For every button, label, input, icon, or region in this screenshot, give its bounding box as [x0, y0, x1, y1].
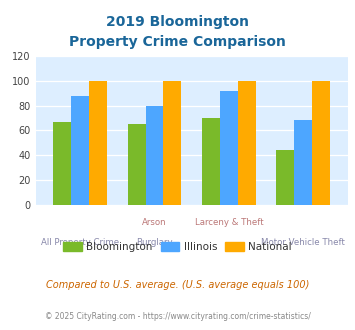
Text: Larceny & Theft: Larceny & Theft — [195, 218, 263, 227]
Text: Burglary: Burglary — [136, 238, 173, 247]
Bar — [220, 91, 238, 205]
Bar — [71, 96, 89, 205]
Text: All Property Crime: All Property Crime — [41, 238, 119, 247]
Bar — [163, 81, 181, 205]
Bar — [294, 120, 312, 205]
Bar — [53, 122, 71, 205]
Text: Property Crime Comparison: Property Crime Comparison — [69, 35, 286, 49]
Text: Arson: Arson — [142, 218, 167, 227]
Legend: Bloomington, Illinois, National: Bloomington, Illinois, National — [59, 238, 296, 256]
Bar — [277, 150, 294, 205]
Bar — [89, 81, 107, 205]
Bar — [312, 81, 330, 205]
Bar — [146, 106, 163, 205]
Text: Motor Vehicle Theft: Motor Vehicle Theft — [261, 238, 345, 247]
Text: Compared to U.S. average. (U.S. average equals 100): Compared to U.S. average. (U.S. average … — [46, 280, 309, 290]
Bar — [202, 118, 220, 205]
Text: 2019 Bloomington: 2019 Bloomington — [106, 15, 249, 29]
Bar — [238, 81, 256, 205]
Bar — [128, 124, 146, 205]
Text: © 2025 CityRating.com - https://www.cityrating.com/crime-statistics/: © 2025 CityRating.com - https://www.city… — [45, 312, 310, 321]
